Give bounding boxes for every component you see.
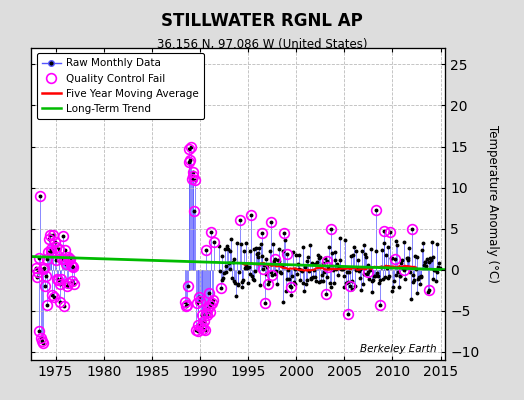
Text: STILLWATER RGNL AP: STILLWATER RGNL AP	[161, 12, 363, 30]
Legend: Raw Monthly Data, Quality Control Fail, Five Year Moving Average, Long-Term Tren: Raw Monthly Data, Quality Control Fail, …	[37, 53, 204, 119]
Y-axis label: Temperature Anomaly (°C): Temperature Anomaly (°C)	[486, 125, 499, 283]
Text: 36.156 N, 97.086 W (United States): 36.156 N, 97.086 W (United States)	[157, 38, 367, 51]
Text: Berkeley Earth: Berkeley Earth	[361, 344, 437, 354]
